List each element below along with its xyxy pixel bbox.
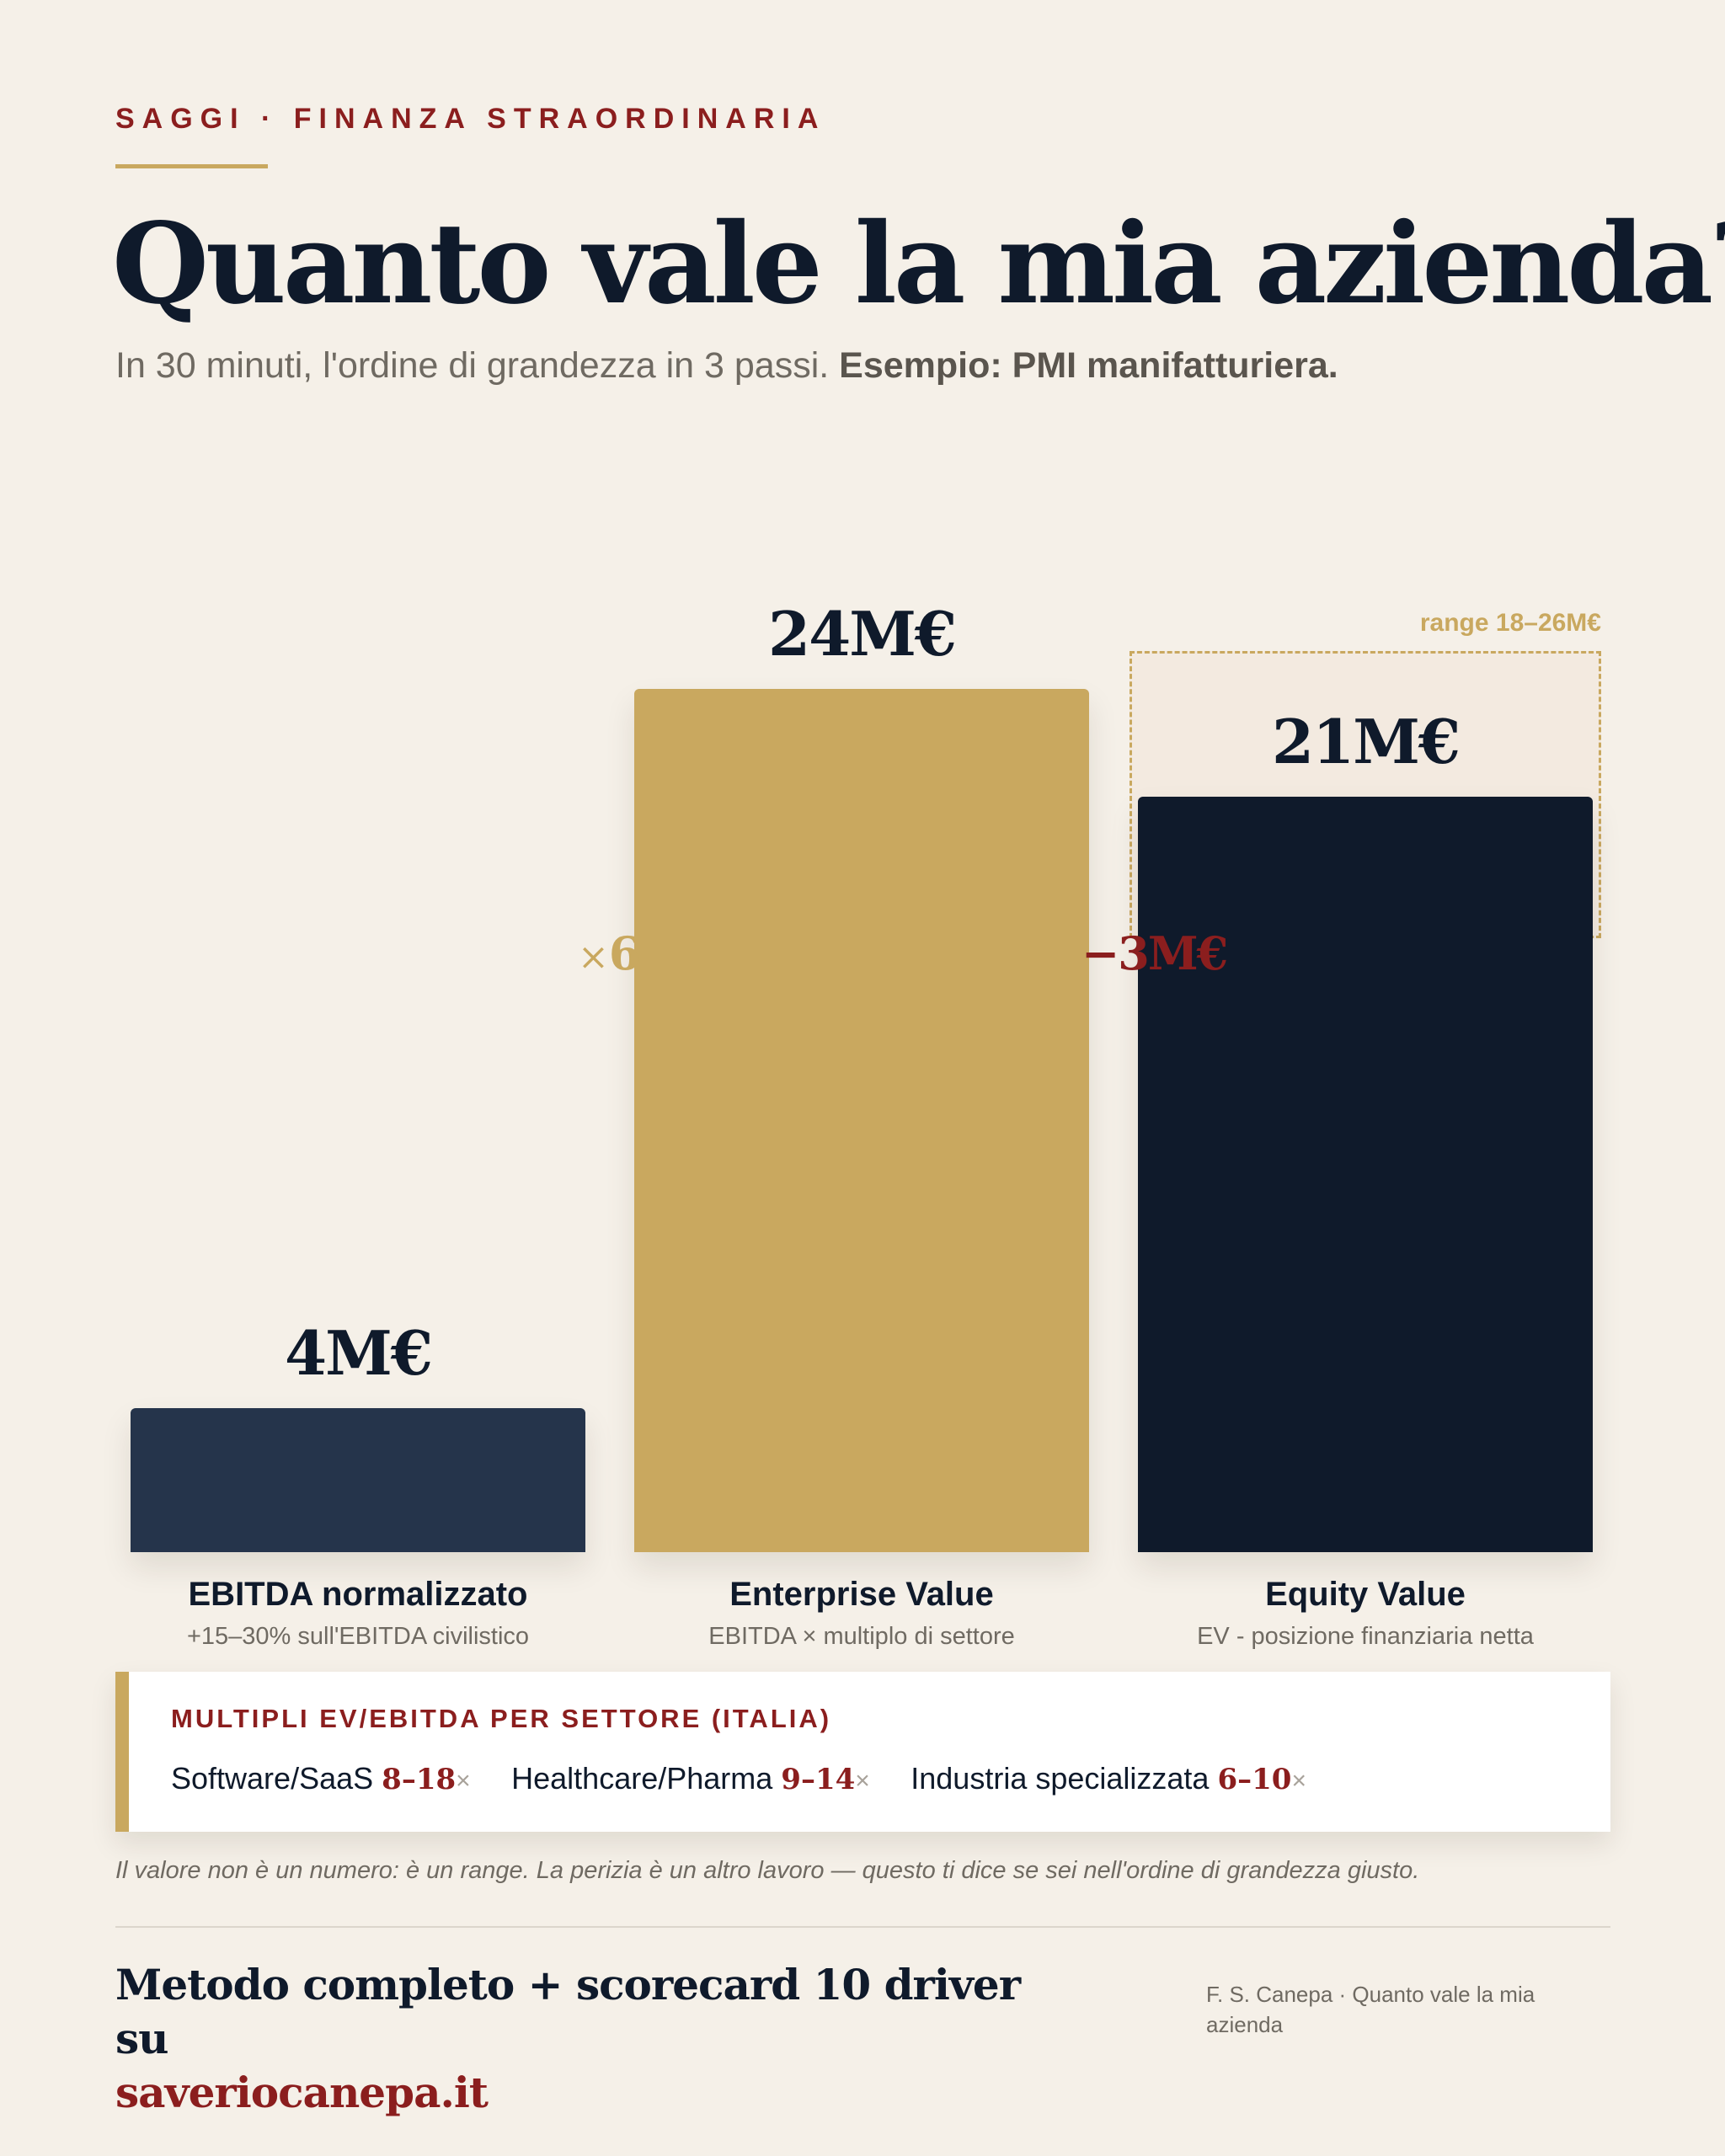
footer-divider xyxy=(115,1926,1610,1928)
multiples-card: MULTIPLI EV/EBITDA PER SETTORE (ITALIA) … xyxy=(115,1672,1610,1832)
disclaimer-note: Il valore non è un numero: è un range. L… xyxy=(115,1857,1420,1884)
page-title: Quanto vale la mia azienda? xyxy=(112,199,1725,329)
multiple-item-software: Software/SaaS 8–18× xyxy=(171,1761,471,1796)
multiple-sector: Software/SaaS xyxy=(171,1761,374,1796)
bar-equity-value xyxy=(1138,797,1593,1552)
multiple-range: 8–18 xyxy=(382,1763,457,1796)
subtitle-text: In 30 minuti, l'ordine di grandezza in 3… xyxy=(115,345,830,386)
footer-credit: F. S. Canepa · Quanto vale la mia aziend… xyxy=(1206,1982,1535,2037)
multiple-range: 9–14 xyxy=(781,1763,856,1796)
bar-category-label: Enterprise Value xyxy=(729,1576,994,1613)
multiplier-value: 6 xyxy=(608,926,641,980)
bar-value-label: 24M€ xyxy=(768,598,957,670)
multiple-item-healthcare: Healthcare/Pharma 9–14× xyxy=(511,1761,870,1796)
eyebrow-label: SAGGI · FINANZA STRAORDINARIA xyxy=(115,103,826,135)
multiple-suffix: × xyxy=(1291,1767,1306,1795)
range-label: range 18–26M€ xyxy=(1419,608,1601,637)
multiples-list: Software/SaaS 8–18× Healthcare/Pharma 9–… xyxy=(171,1761,1343,1796)
bar-value-label: 21M€ xyxy=(1272,706,1461,778)
subtitle-example: Esempio: PMI manifatturiera. xyxy=(839,345,1338,386)
page-subtitle: In 30 minuti, l'ordine di grandezza in 3… xyxy=(115,345,1338,387)
multiples-card-title: MULTIPLI EV/EBITDA PER SETTORE (ITALIA) xyxy=(171,1704,832,1733)
bar-ebitda xyxy=(131,1408,585,1552)
bar-category-label: EBITDA normalizzato xyxy=(188,1576,528,1613)
bar-sublabel: +15–30% sull'EBITDA civilistico xyxy=(186,1623,530,1650)
bar-sublabel: EBITDA × multiplo di settore xyxy=(708,1623,1015,1650)
cta-link[interactable]: saveriocanepa.it xyxy=(115,2068,489,2117)
multiplier-symbol: × xyxy=(578,936,609,979)
footer-cta: Metodo completo + scorecard 10 driver su… xyxy=(115,1958,1042,2120)
cta-text: Metodo completo + scorecard 10 driver su xyxy=(115,1960,1021,2063)
multiple-suffix: × xyxy=(855,1767,870,1795)
multiple-item-industria: Industria specializzata 6–10× xyxy=(911,1761,1306,1796)
bar-sublabel: EV - posizione finanziaria netta xyxy=(1197,1623,1534,1650)
bar-value-label: 4M€ xyxy=(285,1317,433,1390)
multiplier-annotation: ×6 xyxy=(578,926,640,980)
multiple-sector: Healthcare/Pharma xyxy=(511,1761,773,1796)
multiple-sector: Industria specializzata xyxy=(911,1761,1210,1796)
eyebrow-rule xyxy=(115,164,268,168)
bar-category-label: Equity Value xyxy=(1265,1576,1466,1613)
multiple-range: 6–10 xyxy=(1217,1763,1292,1796)
card-accent-bar xyxy=(115,1672,129,1832)
bar-enterprise-value xyxy=(634,689,1089,1552)
multiple-suffix: × xyxy=(456,1767,471,1795)
net-debt-annotation: −3M€ xyxy=(1081,926,1228,980)
